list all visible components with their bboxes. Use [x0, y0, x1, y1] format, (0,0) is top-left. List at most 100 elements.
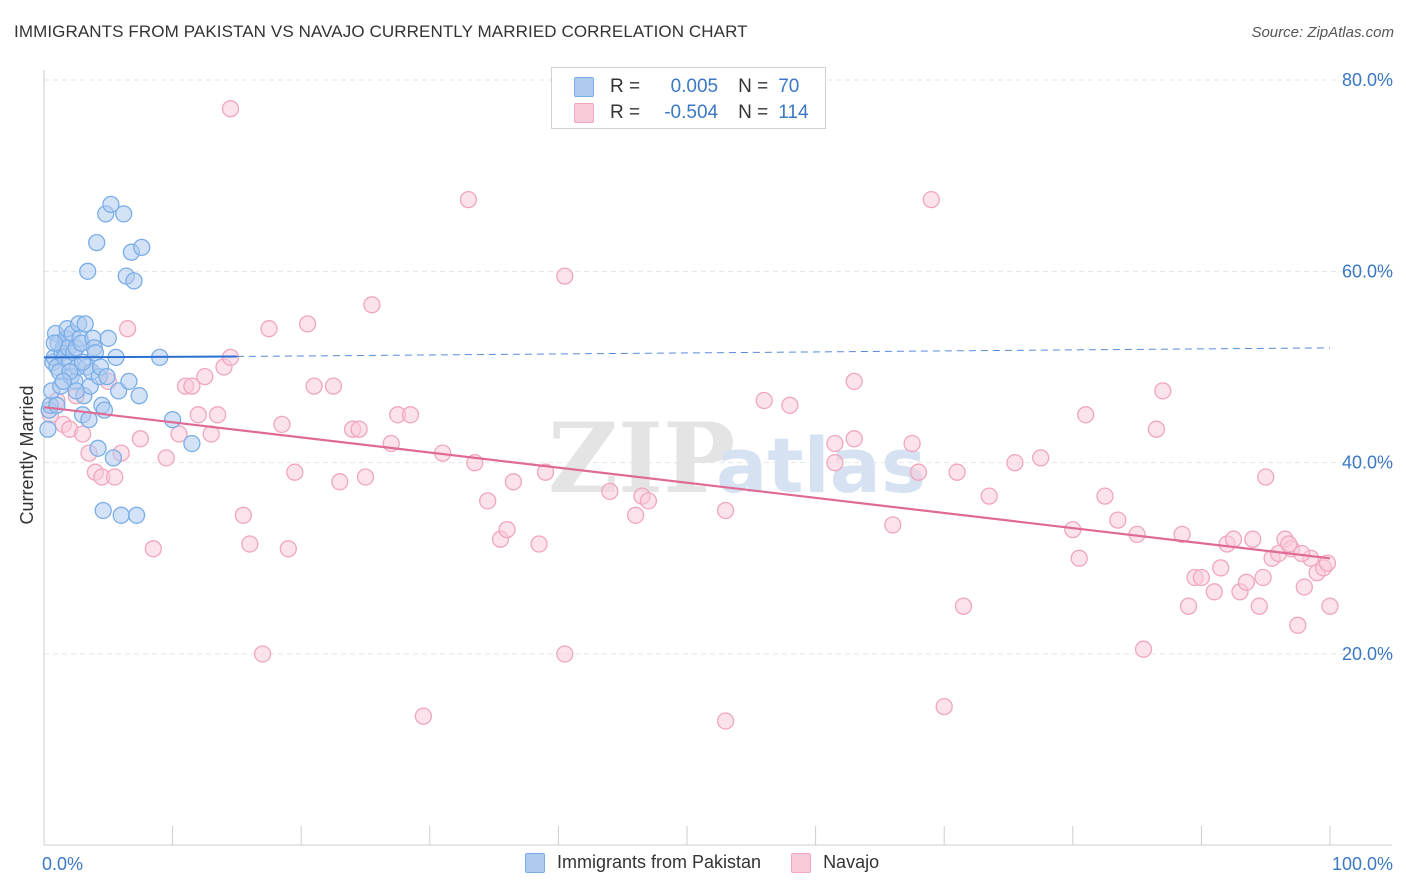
r-label: R =: [610, 102, 641, 123]
legend-label-pakistan: Immigrants from Pakistan: [557, 852, 762, 872]
chart-title: IMMIGRANTS FROM PAKISTAN VS NAVAJO CURRE…: [14, 22, 748, 41]
y-tick-label-20: 20.0%: [1342, 644, 1393, 664]
navajo-point-87: [1173, 525, 1191, 544]
r-label: R =: [610, 76, 641, 97]
navajo-point-90: [1192, 568, 1211, 587]
y-tick-label-60: 60.0%: [1342, 261, 1393, 281]
navajo-point-91: [1205, 583, 1223, 601]
navajo-point-18: [183, 377, 201, 395]
navajo-point-105: [1295, 578, 1313, 596]
pakistan-point-31: [79, 262, 97, 280]
navajo-point-59: [639, 492, 658, 510]
navajo-point-69: [903, 434, 921, 453]
pakistan-legend-swatch: [525, 852, 545, 873]
pakistan-trend-line: [43, 355, 237, 359]
navajo-point-61: [716, 501, 735, 520]
legend-item-navajo: Navajo: [791, 852, 879, 873]
navajo-trend-line: [43, 406, 1331, 560]
navajo-point-110: [1318, 554, 1337, 572]
navajo-point-67: [845, 372, 863, 391]
grid: [44, 79, 1392, 655]
navajo-point-84: [1134, 640, 1153, 658]
n-label: N =: [738, 102, 769, 123]
navajo-point-22: [208, 406, 227, 424]
navajo-point-81: [1096, 487, 1114, 505]
pakistan-point-64: [48, 396, 66, 414]
navajo-point-96: [1237, 573, 1256, 591]
navajo-point-64: [826, 434, 844, 453]
x-tick-label-100: 100.0%: [1332, 854, 1393, 874]
y-tick-label-80: 80.0%: [1342, 70, 1393, 90]
navajo-point-36: [331, 473, 349, 491]
navajo-point-40: [363, 296, 381, 314]
trend-lines: [43, 347, 1331, 560]
pakistan-swatch: [574, 77, 594, 97]
navajo-point-88: [1179, 597, 1198, 615]
navajo-point-53: [536, 463, 555, 481]
navajo-point-52: [530, 535, 548, 553]
navajo-point-56: [601, 482, 619, 501]
navajo-point-113: [1254, 568, 1272, 587]
navajo-legend-swatch: [791, 852, 812, 873]
navajo-point-70: [909, 463, 928, 481]
watermark-atlas: atlas: [716, 421, 926, 510]
navajo-point-12: [118, 320, 137, 338]
navajo-point-99: [1257, 468, 1275, 486]
navajo-point-55: [556, 267, 574, 285]
navajo-point-25: [221, 100, 240, 118]
source-credit: Source: ZipAtlas.com: [1251, 24, 1394, 41]
navajo-point-97: [1244, 530, 1262, 548]
pakistan-point-57: [125, 272, 143, 290]
navajo-point-65: [826, 454, 844, 472]
navajo-point-86: [1154, 382, 1172, 400]
navajo-point-77: [1032, 449, 1050, 467]
navajo-point-94: [1224, 530, 1243, 548]
navajo-point-85: [1147, 420, 1166, 438]
pakistan-point-52: [112, 506, 130, 524]
y-tick-label-40: 40.0%: [1342, 453, 1393, 473]
navajo-point-72: [935, 697, 953, 716]
navajo-point-15: [157, 449, 175, 467]
pakistan-point-59: [130, 387, 148, 405]
pakistan-point-63: [183, 434, 201, 453]
navajo-point-34: [305, 377, 323, 395]
pakistan-point-43: [94, 501, 112, 520]
pakistan-point-60: [133, 238, 151, 257]
navajo-point-30: [273, 415, 291, 434]
navajo-point-29: [260, 320, 278, 338]
navajo-point-51: [504, 473, 523, 491]
legend-item-pakistan: Immigrants from Pakistan: [525, 852, 761, 873]
tick-labels: 20.0% 40.0% 60.0% 80.0% 0.0% 100.0%: [42, 70, 1393, 874]
navajo-point-50: [498, 520, 516, 539]
r-value: -0.504: [664, 102, 719, 123]
navajo-point-62: [755, 391, 773, 410]
navajo-point-39: [356, 468, 375, 486]
navajo-point-44: [414, 707, 433, 725]
pakistan-point-55: [120, 372, 138, 391]
pakistan-point-46: [98, 367, 116, 386]
navajo-point-76: [1006, 454, 1024, 472]
pakistan-point-0: [39, 420, 57, 438]
navajo-point-16: [170, 425, 188, 443]
navajo-point-57: [626, 506, 645, 524]
legend-row-pakistan: R = 0.005 N = 70: [574, 75, 799, 99]
navajo-point-20: [196, 367, 214, 386]
navajo-point-19: [189, 406, 207, 424]
navajo-point-66: [845, 430, 863, 448]
y-axis-title: Currently Married: [17, 385, 37, 524]
n-label: N =: [738, 76, 769, 97]
navajo-swatch: [574, 103, 594, 123]
pakistan-point-49: [104, 449, 123, 467]
navajo-point-31: [279, 540, 297, 558]
navajo-point-14: [144, 540, 162, 558]
navajo-point-98: [1250, 597, 1268, 615]
navajo-point-71: [922, 190, 940, 209]
navajo-point-54: [556, 645, 574, 663]
legend-row-navajo: R = -0.504 N = 114: [574, 101, 809, 125]
navajo-point-74: [954, 597, 973, 615]
navajo-point-33: [298, 315, 317, 333]
navajo-point-60: [716, 712, 735, 730]
pakistan-point-47: [99, 329, 117, 347]
navajo-point-73: [948, 463, 966, 481]
navajo-point-82: [1109, 511, 1127, 529]
